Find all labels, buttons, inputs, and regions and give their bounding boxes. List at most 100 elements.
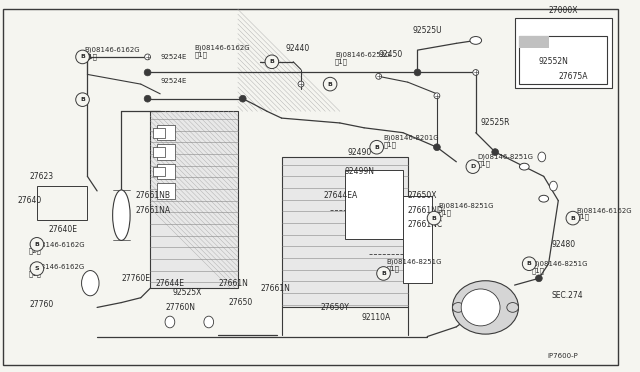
Bar bbox=[515, 18, 612, 88]
Text: S)08146-6162G: S)08146-6162G bbox=[29, 263, 84, 270]
Text: B: B bbox=[80, 54, 85, 60]
Text: B)08146-6162G: B)08146-6162G bbox=[194, 45, 250, 51]
Text: 92480: 92480 bbox=[552, 240, 575, 249]
Bar bbox=[154, 147, 165, 157]
Text: B)08146-8251G: B)08146-8251G bbox=[532, 260, 588, 267]
Circle shape bbox=[428, 211, 441, 225]
Text: （2）: （2） bbox=[29, 248, 42, 254]
Text: 27644EA: 27644EA bbox=[323, 191, 358, 200]
Bar bbox=[520, 36, 607, 84]
Text: 27760E: 27760E bbox=[122, 274, 150, 283]
Text: B: B bbox=[80, 97, 85, 102]
Text: B)08146-6162G: B)08146-6162G bbox=[84, 47, 140, 54]
Text: （1）: （1） bbox=[29, 270, 42, 277]
Text: 27644E: 27644E bbox=[156, 279, 184, 288]
Text: 92552N: 92552N bbox=[539, 57, 569, 66]
Text: B)08146-8201G: B)08146-8201G bbox=[383, 134, 439, 141]
Text: 27640E: 27640E bbox=[49, 225, 77, 234]
Circle shape bbox=[269, 59, 275, 65]
Text: B: B bbox=[269, 59, 275, 64]
Text: 92450: 92450 bbox=[379, 51, 403, 60]
Text: 27760N: 27760N bbox=[165, 303, 195, 312]
Text: 27661NC: 27661NC bbox=[408, 220, 443, 230]
Bar bbox=[154, 167, 165, 176]
Bar bbox=[154, 128, 165, 138]
Ellipse shape bbox=[165, 316, 175, 328]
Text: 27640: 27640 bbox=[17, 196, 42, 205]
Text: 27675A: 27675A bbox=[558, 72, 588, 81]
Text: S: S bbox=[35, 266, 39, 271]
Text: （1）: （1） bbox=[84, 54, 97, 60]
Bar bbox=[150, 111, 238, 288]
Ellipse shape bbox=[539, 195, 548, 202]
Text: 92499N: 92499N bbox=[345, 167, 374, 176]
Text: （1）: （1） bbox=[439, 209, 452, 216]
Bar bbox=[157, 164, 175, 179]
Ellipse shape bbox=[461, 289, 500, 326]
Text: 27650: 27650 bbox=[228, 298, 252, 307]
Bar bbox=[345, 170, 403, 240]
Ellipse shape bbox=[470, 36, 481, 44]
Text: 92525X: 92525X bbox=[173, 288, 202, 297]
Ellipse shape bbox=[538, 152, 546, 162]
Text: B: B bbox=[35, 242, 39, 247]
Ellipse shape bbox=[113, 190, 130, 240]
Ellipse shape bbox=[204, 316, 214, 328]
Circle shape bbox=[434, 93, 440, 99]
Circle shape bbox=[323, 77, 337, 91]
Text: B: B bbox=[431, 216, 436, 221]
Bar bbox=[282, 157, 408, 307]
Ellipse shape bbox=[81, 270, 99, 296]
Circle shape bbox=[144, 69, 151, 76]
Text: B: B bbox=[374, 145, 379, 150]
Circle shape bbox=[84, 54, 91, 60]
Text: B: B bbox=[381, 271, 386, 276]
Text: （1）: （1） bbox=[387, 265, 399, 272]
Circle shape bbox=[376, 73, 381, 79]
Text: （1）: （1） bbox=[532, 267, 545, 274]
Text: B)08146-6162G: B)08146-6162G bbox=[577, 207, 632, 214]
Text: B: B bbox=[570, 216, 575, 221]
Text: B: B bbox=[527, 261, 532, 266]
Circle shape bbox=[370, 141, 383, 154]
Text: 27000X: 27000X bbox=[548, 6, 578, 15]
Text: 27760: 27760 bbox=[29, 300, 53, 309]
Ellipse shape bbox=[550, 181, 557, 191]
Text: B: B bbox=[328, 81, 333, 87]
Circle shape bbox=[76, 50, 90, 64]
Bar bbox=[157, 183, 175, 199]
Text: （1）: （1） bbox=[383, 141, 397, 148]
Bar bbox=[403, 196, 432, 283]
Circle shape bbox=[76, 93, 90, 106]
Text: （1）: （1） bbox=[335, 58, 348, 65]
Text: 92525R: 92525R bbox=[481, 118, 510, 128]
Text: 27623: 27623 bbox=[29, 172, 53, 181]
Circle shape bbox=[30, 262, 44, 275]
Text: 27650X: 27650X bbox=[408, 191, 437, 200]
Text: SEC.274: SEC.274 bbox=[552, 291, 583, 300]
Text: 92525U: 92525U bbox=[413, 26, 442, 35]
Circle shape bbox=[377, 267, 390, 280]
Text: 92490: 92490 bbox=[348, 148, 372, 157]
Text: B)08146-8251G: B)08146-8251G bbox=[387, 259, 442, 265]
Text: 92440: 92440 bbox=[285, 44, 310, 53]
Ellipse shape bbox=[452, 302, 464, 312]
Text: 92524E: 92524E bbox=[160, 78, 187, 84]
Text: B)08146-8251G: B)08146-8251G bbox=[439, 202, 494, 209]
Circle shape bbox=[144, 95, 151, 102]
Circle shape bbox=[265, 55, 278, 68]
Circle shape bbox=[566, 211, 580, 225]
Circle shape bbox=[433, 144, 440, 151]
Text: 27661N: 27661N bbox=[260, 283, 290, 292]
Circle shape bbox=[239, 95, 246, 102]
Ellipse shape bbox=[520, 163, 529, 170]
Circle shape bbox=[522, 257, 536, 270]
Circle shape bbox=[30, 238, 44, 251]
Text: （1）: （1） bbox=[194, 52, 207, 58]
Text: （1）: （1） bbox=[477, 160, 491, 167]
Ellipse shape bbox=[452, 281, 518, 334]
Bar bbox=[157, 144, 175, 160]
Circle shape bbox=[414, 69, 421, 76]
Text: （1）: （1） bbox=[577, 214, 589, 221]
Circle shape bbox=[298, 81, 304, 87]
